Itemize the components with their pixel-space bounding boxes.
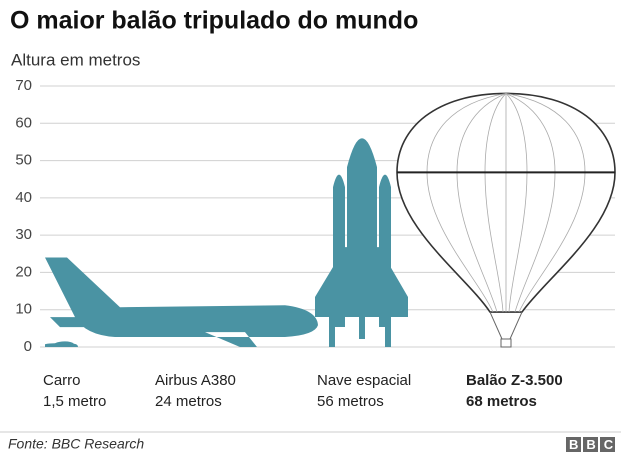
y-tick-label: 40 — [15, 189, 32, 206]
chart-title: O maior balão tripulado do mundo — [10, 7, 418, 35]
y-tick-label: 20 — [15, 263, 32, 280]
y-tick-label: 30 — [15, 226, 32, 243]
logo: BBC — [566, 437, 621, 452]
pictogram — [397, 93, 615, 347]
value-label: 68 metros — [466, 393, 537, 410]
logo-box — [566, 437, 581, 452]
value-label: 24 metros — [155, 393, 222, 410]
source: Fonte: BBC Research — [8, 436, 144, 452]
category-label: Carro — [43, 372, 81, 389]
pictogram — [45, 257, 318, 347]
category-label: Balão Z-3.500 — [466, 372, 563, 389]
pictogram — [45, 341, 78, 347]
logo-box — [583, 437, 598, 452]
chart-subtitle: Altura em metros — [11, 50, 140, 69]
shape-part — [45, 257, 318, 347]
value-label: 56 metros — [317, 393, 384, 410]
y-tick-label: 60 — [15, 114, 32, 131]
category-label: Airbus A380 — [155, 372, 236, 389]
y-tick-label: 50 — [15, 152, 32, 169]
logo-text: BBC — [569, 437, 621, 452]
category-label: Nave espacial — [317, 372, 411, 389]
shape-part — [45, 341, 78, 347]
y-tick-label: 10 — [15, 301, 32, 318]
y-tick-label: 70 — [15, 77, 32, 94]
shape-part — [490, 312, 522, 347]
y-tick-label: 0 — [24, 338, 32, 355]
shape-part — [315, 138, 408, 347]
value-label: 1,5 metro — [43, 393, 106, 410]
pictogram — [315, 138, 408, 347]
logo-box — [600, 437, 615, 452]
